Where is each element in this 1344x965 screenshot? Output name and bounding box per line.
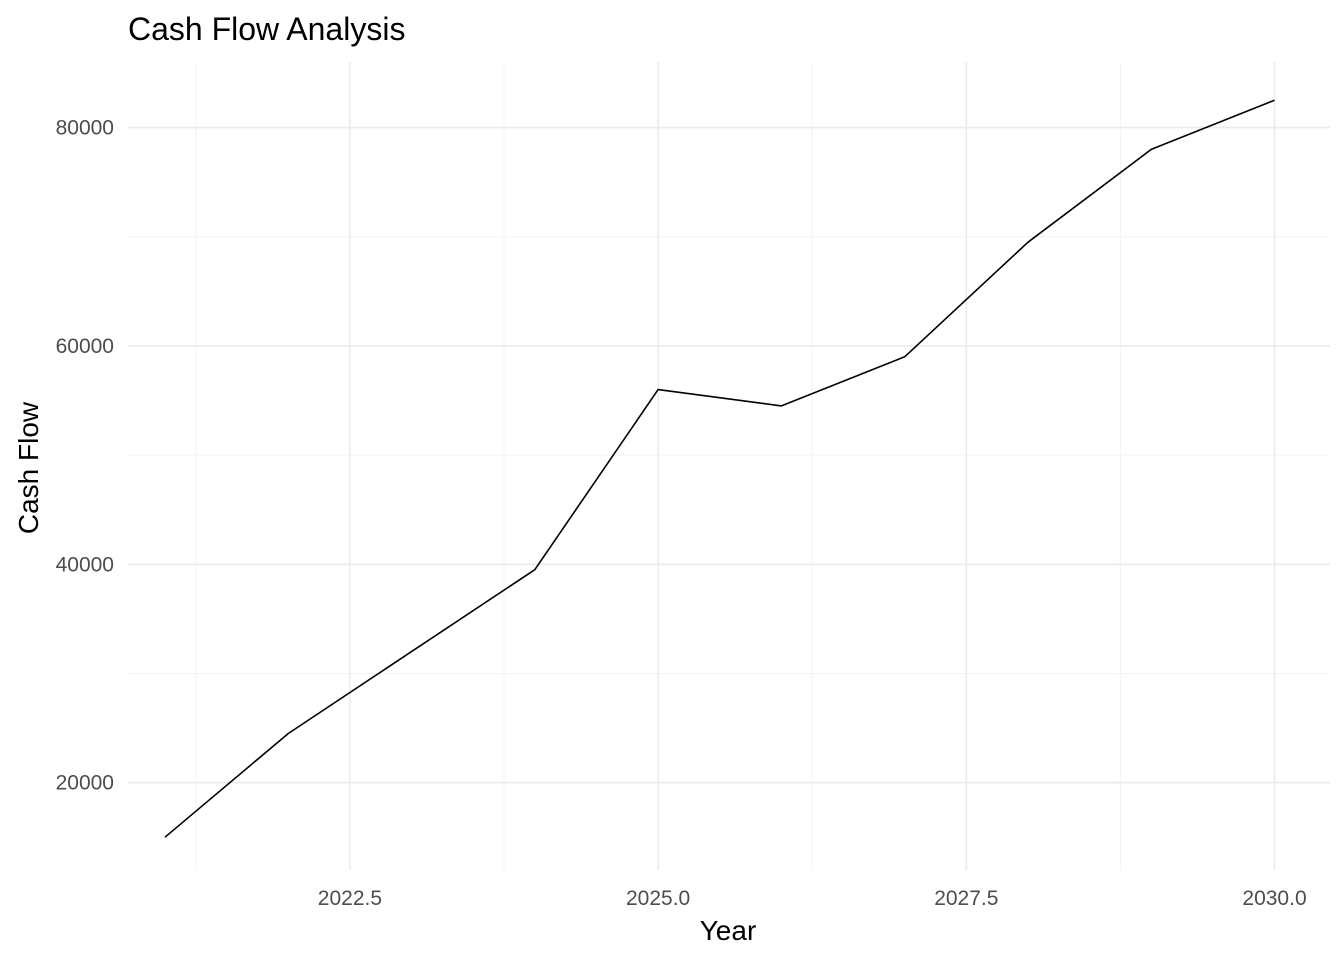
series-layer bbox=[164, 99, 1275, 838]
y-tick-label: 80000 bbox=[56, 117, 114, 140]
x-tick-label: 2027.5 bbox=[934, 887, 998, 910]
y-axis-ticks: 20000 40000 60000 80000 bbox=[56, 117, 114, 795]
x-tick-label: 2025.0 bbox=[626, 887, 690, 910]
minor-gridlines bbox=[128, 62, 1330, 870]
major-gridlines bbox=[128, 62, 1330, 870]
x-axis-ticks: 2022.5 2025.0 2027.5 2030.0 bbox=[318, 887, 1307, 910]
x-tick-label: 2022.5 bbox=[318, 887, 382, 910]
y-axis-title: Cash Flow bbox=[13, 401, 44, 534]
chart-title: Cash Flow Analysis bbox=[128, 11, 405, 47]
y-tick-label: 40000 bbox=[56, 553, 114, 576]
x-tick-label: 2030.0 bbox=[1242, 887, 1306, 910]
y-tick-label: 20000 bbox=[56, 772, 114, 795]
x-axis-title: Year bbox=[700, 915, 757, 946]
y-tick-label: 60000 bbox=[56, 335, 114, 358]
series-line-0 bbox=[164, 99, 1275, 838]
